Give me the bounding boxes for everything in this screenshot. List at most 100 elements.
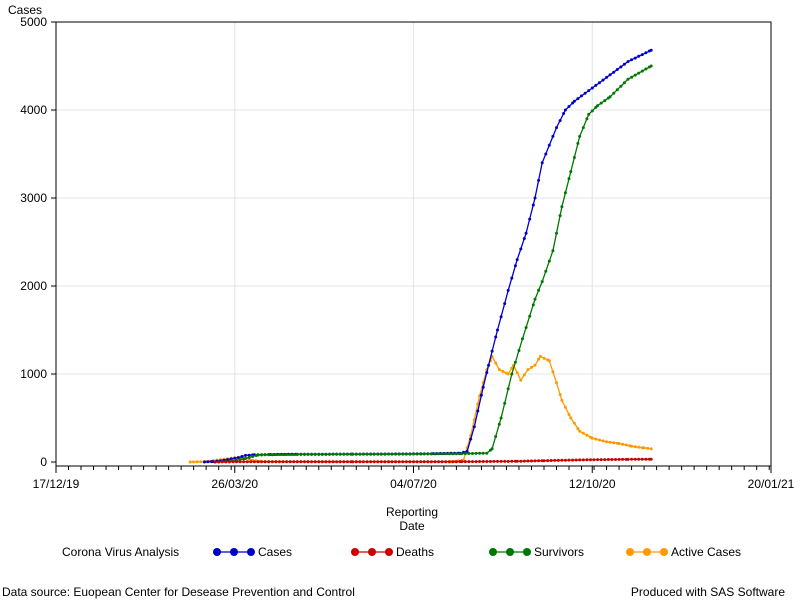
data-point	[630, 457, 634, 461]
data-point	[471, 460, 474, 464]
data-point	[335, 460, 339, 464]
legend-marker	[385, 548, 393, 556]
data-point	[603, 99, 607, 103]
data-point	[640, 53, 644, 57]
data-point	[572, 156, 576, 159]
data-point	[281, 453, 285, 456]
data-point	[626, 60, 630, 64]
data-point	[195, 460, 199, 464]
data-point	[454, 452, 458, 456]
data-point	[533, 363, 537, 367]
y-tick-label: 0	[40, 455, 47, 469]
data-point	[397, 452, 401, 456]
data-point	[227, 460, 231, 464]
x-axis-title-line-1: Reporting	[386, 505, 438, 519]
data-point	[521, 337, 524, 341]
data-point	[513, 360, 517, 364]
data-point	[590, 109, 594, 113]
data-point	[338, 460, 342, 464]
data-point	[563, 108, 567, 112]
data-point	[213, 460, 217, 464]
data-point	[397, 460, 401, 464]
data-point	[646, 446, 650, 450]
data-point	[313, 460, 317, 464]
data-point	[376, 460, 380, 464]
data-point	[510, 372, 514, 376]
data-point	[626, 77, 630, 81]
y-tick-label: 2000	[20, 279, 47, 293]
data-point	[485, 451, 489, 455]
data-point	[601, 439, 605, 443]
data-point	[345, 460, 349, 464]
data-point	[469, 437, 473, 441]
legend-marker	[626, 548, 634, 556]
data-point	[605, 75, 609, 79]
data-point	[537, 357, 541, 361]
data-point	[617, 442, 621, 445]
legend-marker	[230, 548, 238, 556]
legend-label: Survivors	[534, 545, 584, 559]
data-point	[419, 460, 423, 464]
data-point	[299, 452, 303, 456]
data-point	[476, 402, 480, 406]
data-point	[401, 452, 405, 456]
legend-marker	[489, 548, 497, 556]
data-point	[547, 359, 551, 363]
data-point	[444, 452, 448, 456]
data-point	[354, 452, 358, 456]
data-point	[478, 460, 482, 463]
data-point	[306, 452, 310, 456]
data-point	[515, 258, 519, 262]
data-point	[540, 280, 544, 284]
data-point	[519, 459, 523, 463]
data-point	[569, 170, 573, 174]
data-point	[533, 459, 537, 463]
data-point	[542, 356, 546, 360]
data-point	[580, 94, 583, 98]
y-tick-label: 5000	[20, 15, 47, 29]
legend-marker	[506, 548, 514, 556]
data-point	[488, 460, 492, 463]
data-point	[365, 460, 369, 464]
data-point	[351, 452, 355, 456]
data-point	[394, 452, 398, 456]
data-point	[567, 458, 571, 462]
data-point	[481, 460, 485, 463]
data-point	[594, 83, 598, 87]
data-point	[408, 452, 412, 456]
data-point	[510, 276, 514, 280]
data-point	[463, 460, 467, 464]
data-point	[267, 453, 271, 457]
data-point	[542, 459, 546, 463]
data-point	[202, 460, 206, 464]
data-point	[310, 452, 314, 456]
x-axis-title-line-2: Date	[399, 519, 425, 533]
series-line-survivors	[215, 65, 652, 463]
data-point	[358, 460, 362, 464]
data-point	[605, 440, 609, 444]
legend-item-deaths: Deaths	[351, 545, 434, 559]
data-point	[633, 73, 637, 77]
data-point	[510, 366, 514, 370]
data-point	[192, 460, 196, 464]
data-point	[217, 460, 221, 464]
data-point	[612, 441, 616, 445]
data-point	[599, 101, 603, 105]
data-point	[624, 443, 628, 447]
data-point	[331, 452, 335, 456]
y-axis-title: Cases	[8, 3, 42, 17]
data-point	[626, 457, 630, 461]
data-point	[270, 453, 274, 457]
data-point	[335, 452, 339, 456]
data-point	[412, 460, 415, 464]
data-point	[567, 413, 571, 416]
data-point	[288, 453, 292, 456]
data-point	[644, 51, 648, 55]
data-point	[310, 460, 314, 464]
data-point	[361, 452, 365, 456]
data-point	[560, 398, 564, 402]
data-point	[292, 460, 296, 464]
data-point	[544, 269, 548, 273]
data-point	[263, 453, 267, 457]
data-point	[479, 393, 483, 397]
